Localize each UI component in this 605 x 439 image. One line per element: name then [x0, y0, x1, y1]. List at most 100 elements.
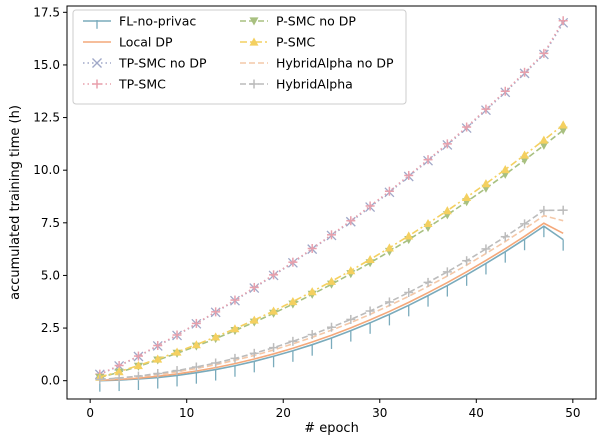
data-point	[442, 139, 452, 149]
x-tick-label: 50	[565, 406, 580, 420]
data-point	[249, 37, 259, 46]
data-point	[384, 186, 394, 196]
data-point	[153, 354, 163, 363]
data-point	[365, 306, 375, 316]
data-point	[172, 366, 182, 376]
data-point	[365, 254, 375, 264]
data-point	[558, 120, 568, 129]
y-tick-label: 0.0	[41, 374, 60, 388]
data-point	[520, 150, 530, 159]
data-point	[384, 243, 394, 252]
legend-item: P-SMC	[240, 35, 315, 50]
data-point	[211, 307, 221, 317]
legend-label: P-SMC	[276, 35, 315, 50]
data-point	[92, 58, 102, 68]
data-point	[539, 135, 549, 144]
data-point	[230, 295, 240, 305]
x-tick-label: 10	[179, 406, 194, 420]
data-point	[191, 340, 201, 349]
data-point	[539, 141, 549, 150]
y-tick-label: 2.5	[41, 321, 60, 335]
y-tick-label: 12.5	[33, 111, 60, 125]
legend-item: Local DP	[83, 35, 173, 50]
data-point	[133, 361, 143, 370]
legend: FL-no-privac Local DP TP-SMC no DP TP-SMC P-…	[72, 9, 407, 105]
legend-box	[72, 9, 407, 105]
data-point	[462, 122, 472, 132]
data-point	[288, 297, 298, 306]
data-point	[269, 270, 279, 280]
y-tick-label: 5.0	[41, 268, 60, 282]
data-point	[191, 318, 201, 328]
x-axis-label: # epoch	[304, 421, 359, 436]
legend-item: TP-SMC no DP	[83, 56, 207, 71]
x-axis: 0 10 20 30 40 50	[86, 399, 580, 420]
legend-label: P-SMC no DP	[276, 14, 356, 29]
data-point	[307, 243, 317, 253]
legend-item: P-SMC no DP	[240, 14, 356, 29]
data-point	[423, 277, 433, 287]
data-point	[500, 165, 510, 174]
data-point	[462, 192, 472, 201]
data-point	[114, 367, 124, 376]
data-point	[423, 155, 433, 165]
data-point	[346, 266, 356, 275]
data-point	[404, 231, 414, 240]
data-point	[404, 170, 414, 180]
data-point	[92, 79, 102, 89]
data-point	[153, 341, 163, 351]
x-tick-label: 30	[372, 406, 387, 420]
data-point	[327, 276, 336, 285]
data-point	[384, 297, 394, 307]
data-point	[539, 205, 549, 215]
data-point	[230, 353, 240, 363]
data-point	[423, 218, 433, 228]
data-point	[558, 16, 568, 26]
data-point	[520, 67, 530, 77]
data-point	[211, 358, 221, 368]
data-point	[520, 219, 530, 229]
data-point	[539, 48, 549, 58]
y-tick-label: 10.0	[33, 163, 60, 177]
data-point	[481, 244, 491, 254]
data-point	[172, 330, 182, 340]
legend-label: FL-no-privac	[119, 14, 196, 29]
data-point	[327, 322, 336, 332]
series-hybridalpha	[95, 205, 568, 384]
data-point	[346, 314, 356, 324]
data-point	[95, 374, 105, 384]
legend-item: HybridAlpha	[240, 77, 353, 92]
legend-label: TP-SMC	[118, 77, 166, 92]
data-point	[211, 332, 221, 341]
data-point	[500, 232, 510, 242]
data-point	[133, 351, 143, 361]
data-point	[462, 256, 472, 266]
data-point	[288, 257, 298, 267]
data-point	[500, 86, 510, 96]
series-p-smc	[95, 120, 568, 381]
data-point	[249, 315, 259, 324]
data-point	[307, 287, 317, 296]
x-tick-label: 40	[469, 406, 484, 420]
data-point	[230, 324, 240, 333]
data-point	[249, 79, 259, 89]
data-point	[481, 104, 491, 114]
data-point	[249, 282, 259, 292]
legend-label: HybridAlpha	[276, 77, 353, 92]
data-point	[558, 205, 568, 215]
data-point	[442, 206, 452, 215]
data-point	[249, 348, 259, 358]
data-point	[558, 126, 568, 135]
data-point	[114, 373, 124, 383]
data-point	[153, 369, 163, 379]
data-point	[191, 362, 201, 372]
legend-label: HybridAlpha no DP	[276, 56, 394, 71]
data-point	[404, 287, 414, 297]
data-point	[327, 230, 336, 240]
data-point	[269, 306, 279, 315]
data-point	[481, 179, 491, 188]
x-tick-label: 0	[86, 406, 94, 420]
data-point	[133, 371, 143, 381]
data-point	[365, 201, 375, 211]
